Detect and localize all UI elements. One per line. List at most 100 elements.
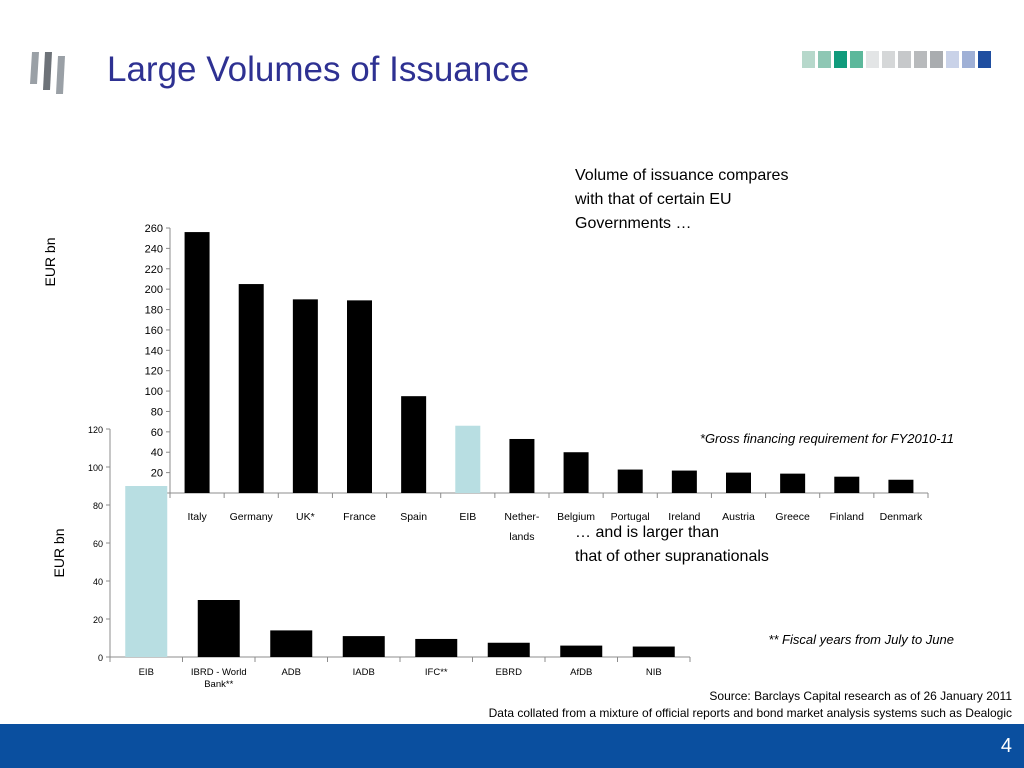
x-tick-label: lands (509, 531, 534, 543)
bar (888, 479, 914, 493)
bar (455, 425, 481, 493)
bar (415, 638, 458, 657)
y-tick-label: 120 (88, 425, 103, 435)
y-tick-label: 100 (88, 463, 103, 473)
note-bottom: … and is larger than that of other supra… (575, 521, 769, 569)
y-tick-label: 80 (93, 501, 103, 511)
deco-square (834, 51, 847, 68)
note-top-line-2: with that of certain EU (575, 191, 732, 208)
bar (563, 452, 589, 493)
bar (197, 600, 240, 657)
deco-square (882, 51, 895, 68)
note-bottom-line-1: … and is larger than (575, 524, 720, 541)
y-tick-label: 240 (145, 243, 163, 255)
bar (238, 284, 264, 493)
y-tick-label: 200 (145, 284, 163, 296)
y-tick-label: 160 (145, 325, 163, 337)
deco-square (962, 51, 975, 68)
note-top-line-1: Volume of issuance compares (575, 167, 789, 184)
footer-bar (0, 724, 1024, 768)
bar (270, 630, 313, 657)
x-tick-label: NIB (646, 667, 662, 678)
x-tick-label: Austria (722, 511, 755, 523)
deco-square (978, 51, 991, 68)
y-tick-label: 40 (93, 577, 103, 587)
bar (509, 438, 535, 493)
bar (560, 645, 603, 657)
y-tick-label: 220 (145, 264, 163, 276)
deco-square (850, 51, 863, 68)
bar (125, 486, 168, 657)
bar (834, 476, 860, 493)
x-tick-label: Spain (400, 511, 427, 523)
bar (617, 469, 643, 493)
y-axis-label: EUR bn (51, 528, 67, 577)
deco-square (946, 51, 959, 68)
y-axis-label: EUR bn (42, 237, 58, 286)
footnote-fiscal-years: ** Fiscal years from July to June (768, 632, 954, 647)
x-tick-label: IBRD - World (191, 667, 247, 678)
x-tick-label: Portugal (611, 511, 650, 523)
x-tick-label: Ireland (668, 511, 700, 523)
x-tick-label: EIB (459, 511, 476, 523)
y-tick-label: 180 (145, 305, 163, 317)
x-tick-label: EIB (139, 667, 154, 678)
y-tick-label: 100 (145, 386, 163, 398)
deco-square (802, 51, 815, 68)
x-tick-label: Finland (830, 511, 865, 523)
deco-square (866, 51, 879, 68)
bar (347, 300, 372, 493)
source-line-2: Data collated from a mixture of official… (488, 706, 1012, 720)
bar (780, 473, 806, 493)
chart-government-issuance: 020406080100120140160180200220240260Ital… (42, 223, 929, 543)
bar (726, 472, 751, 493)
y-tick-label: 140 (145, 345, 163, 357)
note-top: Volume of issuance compares with that of… (575, 164, 788, 236)
x-tick-label: ADB (281, 667, 301, 678)
x-tick-label: Nether- (504, 511, 540, 523)
x-tick-label: Greece (775, 511, 810, 523)
x-tick-label: IADB (353, 667, 375, 678)
page-title: Large Volumes of Issuance (107, 50, 530, 89)
bar (401, 396, 427, 493)
footnote-gross-financing: *Gross financing requirement for FY2010-… (699, 431, 954, 446)
source-note: Source: Barclays Capital research as of … (489, 688, 1012, 722)
x-tick-label: IFC** (425, 667, 448, 678)
bar (292, 299, 318, 493)
y-tick-label: 80 (151, 406, 163, 418)
source-line-1: Source: Barclays Capital research as of … (709, 689, 1012, 703)
bar (487, 642, 530, 657)
y-tick-label: 120 (145, 366, 163, 378)
y-tick-label: 0 (98, 653, 103, 663)
y-tick-label: 20 (93, 615, 103, 625)
deco-square (930, 51, 943, 68)
x-tick-label: Bank** (204, 679, 233, 690)
decorative-squares (802, 51, 991, 68)
x-tick-label: EBRD (496, 667, 523, 678)
deco-square (914, 51, 927, 68)
x-tick-label: Germany (230, 511, 274, 523)
x-tick-label: AfDB (570, 667, 592, 678)
y-tick-label: 60 (151, 427, 163, 439)
bar (671, 470, 697, 493)
bar (184, 232, 210, 494)
deco-square (818, 51, 831, 68)
deco-square (898, 51, 911, 68)
y-tick-label: 40 (151, 447, 163, 459)
x-tick-label: Italy (187, 511, 207, 523)
x-tick-label: Belgium (557, 511, 595, 523)
note-top-line-3: Governments … (575, 215, 692, 232)
y-tick-label: 260 (145, 223, 163, 235)
bar (632, 646, 675, 657)
logo-icon (30, 52, 65, 94)
x-tick-label: UK* (296, 511, 315, 523)
note-bottom-line-2: that of other supranationals (575, 548, 769, 565)
y-tick-label: 60 (93, 539, 103, 549)
page-number: 4 (1000, 735, 1012, 757)
x-tick-label: Denmark (880, 511, 923, 523)
bar (342, 636, 385, 657)
y-tick-label: 20 (151, 468, 163, 480)
x-tick-label: France (343, 511, 376, 523)
